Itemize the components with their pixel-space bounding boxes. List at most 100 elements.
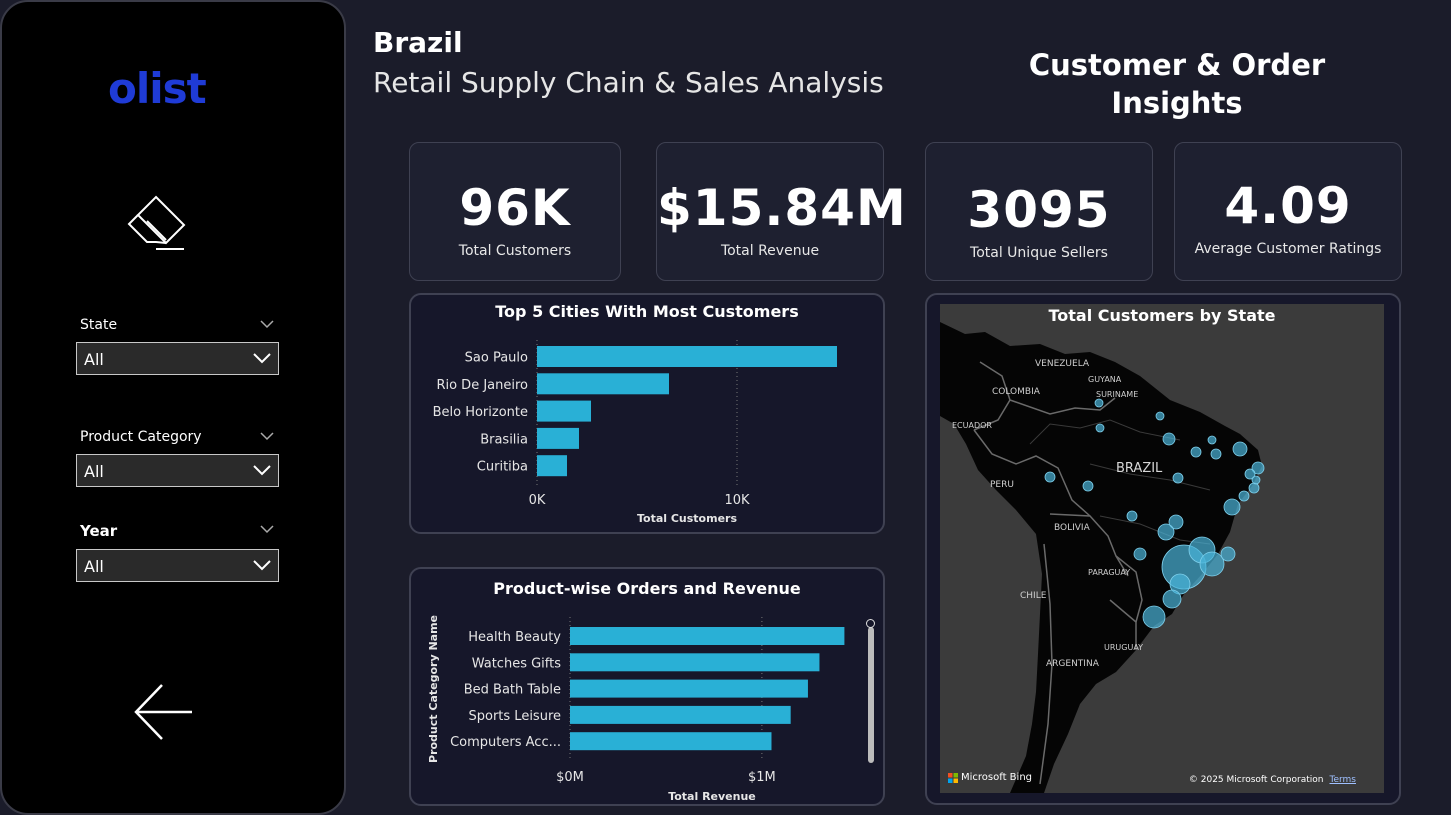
x-tick-label: $1M xyxy=(748,770,776,785)
kpi-value: 4.09 xyxy=(1224,177,1352,235)
category-label: Health Beauty xyxy=(468,630,561,645)
map-bubble[interactable] xyxy=(1220,546,1236,562)
map-bubble[interactable] xyxy=(1199,551,1225,577)
state-filter-label: State xyxy=(80,317,118,333)
chevron-down-icon xyxy=(253,353,271,364)
chevron-down-icon[interactable] xyxy=(260,525,274,534)
x-tick-label: $0M xyxy=(556,770,584,785)
map-bubble[interactable] xyxy=(1095,423,1105,433)
bar[interactable] xyxy=(570,653,820,672)
top-cities-chart-panel: Top 5 Cities With Most Customers Sao Pau… xyxy=(409,293,885,534)
page-subtitle: Retail Supply Chain & Sales Analysis xyxy=(373,66,884,99)
kpi-total-unique-sellers: 3095 Total Unique Sellers xyxy=(925,142,1153,281)
category-label: Bed Bath Table xyxy=(464,683,561,698)
map-label: SURINAME xyxy=(1096,390,1138,399)
map-bubble[interactable] xyxy=(1162,432,1176,446)
bar[interactable] xyxy=(537,455,567,477)
product-revenue-chart-panel: Product-wise Orders and Revenue Health B… xyxy=(409,567,885,806)
chevron-down-icon[interactable] xyxy=(260,320,274,329)
kpi-label: Total Revenue xyxy=(720,243,820,259)
map-bubble[interactable] xyxy=(1162,589,1182,609)
map-label: PARAGUAY xyxy=(1088,568,1130,577)
map-bubble[interactable] xyxy=(1251,475,1261,485)
x-axis-label: Total Revenue xyxy=(668,790,756,803)
map-label: COLOMBIA xyxy=(992,387,1041,397)
map-bubble[interactable] xyxy=(1248,482,1260,494)
state-select-value: All xyxy=(84,350,104,369)
map-bubble[interactable] xyxy=(1172,472,1184,484)
map-label: BOLIVIA xyxy=(1054,523,1091,533)
bar[interactable] xyxy=(570,705,791,724)
category-label: Computers Acc... xyxy=(450,735,561,750)
map-bubble[interactable] xyxy=(1207,435,1217,445)
map-label: GUYANA xyxy=(1088,375,1122,384)
x-axis-label: Total Customers xyxy=(637,512,737,525)
kpi-label: Total Unique Sellers xyxy=(970,245,1108,261)
map-bubble[interactable] xyxy=(1157,523,1175,541)
year-select[interactable]: All xyxy=(76,549,279,582)
map-bubble[interactable] xyxy=(1232,441,1248,457)
terms-link[interactable]: Terms xyxy=(1329,775,1356,785)
map-bubble[interactable] xyxy=(1210,448,1222,460)
map-bubble[interactable] xyxy=(1094,398,1104,408)
sidebar: olist State All Product Category All Yea… xyxy=(0,0,346,815)
bing-attribution: Microsoft Bing xyxy=(948,772,1032,783)
kpi-total-customers: 96K Total Customers xyxy=(409,142,621,281)
bar[interactable] xyxy=(537,373,669,395)
chart-scrollbar[interactable] xyxy=(866,619,875,763)
map-label: ECUADOR xyxy=(952,421,992,430)
map-bubble[interactable] xyxy=(1251,461,1265,475)
section-title: Customer & Order Insights xyxy=(1028,48,1326,120)
product-category-select-value: All xyxy=(84,462,104,481)
map-bubble[interactable] xyxy=(1238,490,1250,502)
map-bubble[interactable] xyxy=(1082,480,1094,492)
back-arrow-icon[interactable] xyxy=(133,682,195,742)
category-label: Rio De Janeiro xyxy=(436,378,528,393)
eraser-icon[interactable] xyxy=(126,194,190,254)
map-bubble[interactable] xyxy=(1142,605,1166,629)
kpi-label: Total Customers xyxy=(458,243,572,259)
year-filter-label: Year xyxy=(80,522,118,540)
category-label: Curitiba xyxy=(477,460,528,475)
olist-logo: olist xyxy=(108,64,207,113)
map-copyright: © 2025 Microsoft Corporation Terms xyxy=(1189,775,1356,785)
chevron-down-icon[interactable] xyxy=(260,432,274,441)
page-title: Brazil xyxy=(373,26,463,59)
south-america-map: VENEZUELA GUYANA SURINAME COLOMBIA ECUAD… xyxy=(940,322,1265,793)
y-axis-label: Product Category Name xyxy=(427,615,440,763)
scrollbar-handle[interactable] xyxy=(866,619,875,628)
map-bubble[interactable] xyxy=(1190,446,1202,458)
x-tick-label: 0K xyxy=(529,493,546,508)
product-category-filter-label: Product Category xyxy=(80,429,202,445)
bar[interactable] xyxy=(537,427,579,449)
map-bubble[interactable] xyxy=(1133,547,1147,561)
bing-label: Microsoft Bing xyxy=(961,772,1033,783)
map-bubble[interactable] xyxy=(1244,468,1256,480)
map-bubble[interactable] xyxy=(1126,510,1138,522)
product-category-select[interactable]: All xyxy=(76,454,279,487)
map-label: PERU xyxy=(990,480,1014,490)
chevron-down-icon xyxy=(253,560,271,571)
customers-by-state-map[interactable]: Total Customers by State VENEZUELA GUYAN… xyxy=(940,304,1384,793)
map-bubble[interactable] xyxy=(1155,411,1165,421)
map-bubble[interactable] xyxy=(1169,573,1191,595)
map-bubble[interactable] xyxy=(1168,514,1184,530)
kpi-value: $15.84M xyxy=(657,179,907,237)
bar[interactable] xyxy=(570,679,808,698)
continent-shape xyxy=(940,322,1262,793)
chevron-down-icon xyxy=(253,465,271,476)
map-label: VENEZUELA xyxy=(1035,359,1090,369)
bar[interactable] xyxy=(537,400,591,422)
scrollbar-thumb[interactable] xyxy=(868,627,874,763)
bar[interactable] xyxy=(570,732,772,751)
bar[interactable] xyxy=(537,346,837,367)
map-bubble[interactable] xyxy=(1223,498,1241,516)
state-select[interactable]: All xyxy=(76,342,279,375)
map-label: BRAZIL xyxy=(1116,461,1163,476)
kpi-average-customer-ratings: 4.09 Average Customer Ratings xyxy=(1174,142,1402,281)
map-bubble[interactable] xyxy=(1044,471,1056,483)
bar[interactable] xyxy=(570,627,845,645)
chart-title: Top 5 Cities With Most Customers xyxy=(495,302,799,321)
category-label: Belo Horizonte xyxy=(433,405,528,420)
kpi-value: 3095 xyxy=(967,181,1111,239)
